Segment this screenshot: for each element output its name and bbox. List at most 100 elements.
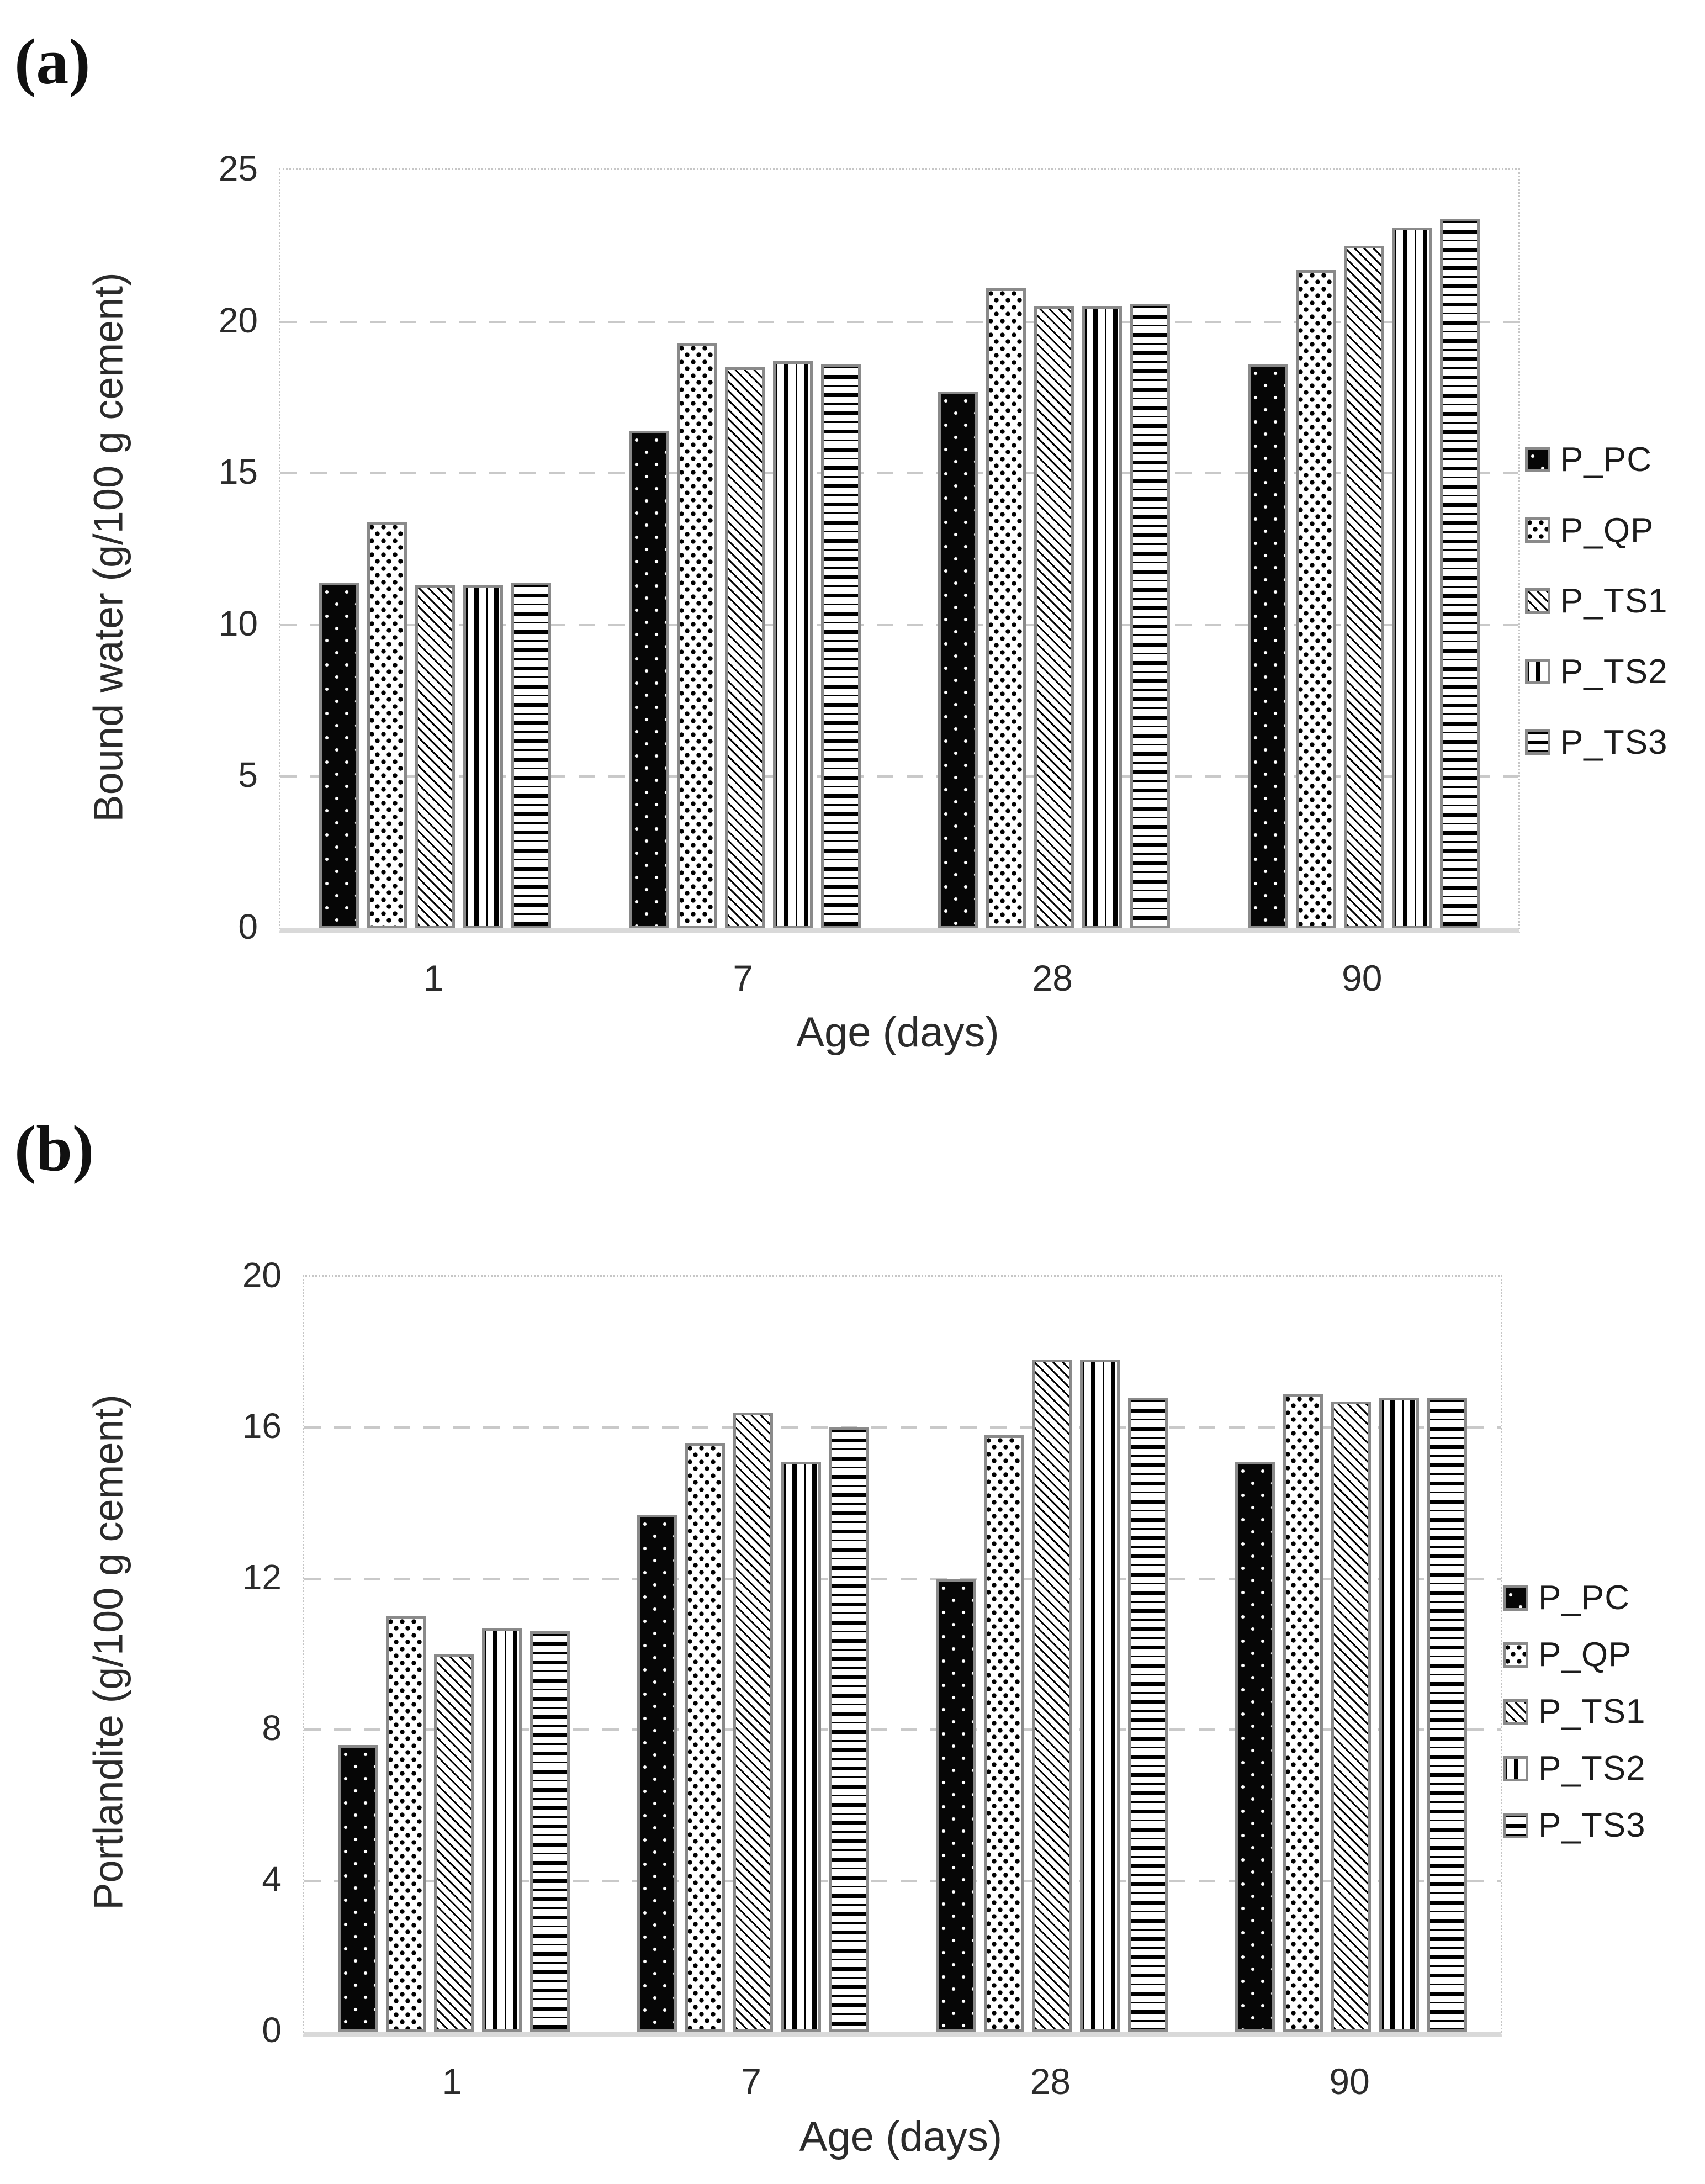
bar-P_PC-age-7 — [637, 1515, 677, 2032]
legend-item-P_QP: P_QP — [1503, 1626, 1646, 1683]
y-tick-label-16: 16 — [242, 1406, 282, 1446]
bar-group-age-7 — [637, 1413, 869, 2032]
bar-P_PC-age-90 — [1235, 1462, 1275, 2032]
gridline-y-20 — [280, 320, 1518, 323]
legend-label-P_TS1: P_TS1 — [1538, 1693, 1646, 1731]
y-tick-label-20: 20 — [242, 1255, 282, 1295]
x-tick-label-7: 7 — [741, 2061, 761, 2102]
legend-item-P_TS3: P_TS3 — [1525, 707, 1668, 778]
bar-P_QP-age-7 — [676, 343, 717, 928]
x-tick-label-28: 28 — [1030, 2061, 1071, 2102]
gridline-y-16 — [304, 1426, 1501, 1429]
panel-label-a: (a) — [14, 25, 91, 98]
legend-swatch-P_TS2 — [1503, 1755, 1528, 1781]
panel-label-b: (b) — [14, 1112, 94, 1184]
legend-swatch-P_TS3 — [1525, 729, 1550, 755]
bar-P_QP-age-1 — [385, 1616, 426, 2032]
bar-P_TS3-age-28 — [1130, 304, 1171, 928]
legend-swatch-P_TS1 — [1525, 588, 1550, 614]
legend-label-P_TS3: P_TS3 — [1560, 723, 1668, 762]
bar-P_TS1-age-7 — [724, 367, 765, 928]
legend-b: P_PC P_QP P_TS1 P_TS2 P_TS3 — [1503, 1569, 1646, 1854]
bar-P_QP-age-1 — [367, 522, 407, 928]
bar-group-age-90 — [1247, 219, 1480, 928]
bar-P_TS3-age-28 — [1128, 1398, 1168, 2032]
bar-P_TS2-age-7 — [772, 361, 813, 928]
bar-P_PC-age-90 — [1247, 364, 1288, 928]
legend-label-P_QP: P_QP — [1560, 511, 1654, 549]
bar-P_PC-age-1 — [337, 1745, 378, 2032]
bar-group-age-1 — [319, 522, 552, 928]
gridline-y-10 — [280, 623, 1518, 626]
bar-P_TS2-age-90 — [1379, 1398, 1420, 2032]
bar-P_TS1-age-7 — [733, 1413, 773, 2032]
legend-label-P_TS2: P_TS2 — [1560, 652, 1668, 691]
y-axis-title-portlandite: Portlandite (g/100 g cement) — [85, 1394, 131, 1910]
legend-label-P_PC: P_PC — [1538, 1579, 1630, 1617]
y-axis-title-bound-water: Bound water (g/100 g cement) — [85, 272, 131, 822]
bar-P_TS2-age-90 — [1391, 228, 1432, 928]
bar-group-age-28 — [938, 288, 1171, 928]
legend-item-P_PC: P_PC — [1503, 1569, 1646, 1626]
bar-P_PC-age-28 — [938, 392, 978, 928]
y-tick-label-8: 8 — [262, 1708, 282, 1748]
bar-P_PC-age-28 — [936, 1579, 976, 2032]
bar-P_TS3-age-1 — [529, 1631, 570, 2032]
bar-group-age-7 — [628, 343, 861, 928]
bar-P_TS1-age-90 — [1331, 1402, 1372, 2032]
y-tick-label-15: 15 — [218, 452, 258, 492]
legend-item-P_TS2: P_TS2 — [1503, 1740, 1646, 1797]
x-tick-label-90: 90 — [1329, 2061, 1370, 2102]
y-tick-label-0: 0 — [262, 2010, 282, 2050]
bar-P_TS2-age-1 — [481, 1628, 522, 2032]
legend-item-P_QP: P_QP — [1525, 495, 1668, 565]
legend-item-P_TS3: P_TS3 — [1503, 1797, 1646, 1854]
legend-item-P_TS2: P_TS2 — [1525, 636, 1668, 707]
legend-item-P_PC: P_PC — [1525, 424, 1668, 495]
bar-P_TS1-age-90 — [1343, 246, 1384, 928]
y-tick-label-25: 25 — [218, 149, 258, 188]
bar-P_TS1-age-28 — [1032, 1360, 1072, 2032]
legend-swatch-P_QP — [1503, 1642, 1528, 1668]
legend-label-P_PC: P_PC — [1560, 440, 1652, 479]
legend-swatch-P_TS3 — [1503, 1812, 1528, 1838]
y-tick-label-5: 5 — [238, 755, 258, 795]
legend-item-P_TS1: P_TS1 — [1525, 565, 1668, 636]
bar-P_QP-age-28 — [986, 288, 1026, 928]
bar-P_TS3-age-1 — [511, 583, 552, 928]
legend-item-P_TS1: P_TS1 — [1503, 1683, 1646, 1740]
bar-P_TS3-age-90 — [1439, 219, 1480, 928]
gridline-y-4 — [304, 1879, 1501, 1882]
legend-swatch-P_PC — [1525, 447, 1550, 472]
legend-swatch-P_QP — [1525, 517, 1550, 543]
bar-P_TS2-age-28 — [1082, 306, 1122, 928]
gridline-y-5 — [280, 775, 1518, 778]
legend-label-P_TS1: P_TS1 — [1560, 581, 1668, 620]
bar-P_TS3-age-7 — [829, 1427, 869, 2032]
x-tick-label-1: 1 — [442, 2061, 463, 2102]
plot-area-portlandite — [303, 1275, 1502, 2037]
bar-group-age-1 — [337, 1616, 570, 2032]
x-tick-label-90: 90 — [1342, 958, 1383, 998]
gridline-y-15 — [280, 472, 1518, 475]
y-tick-label-4: 4 — [262, 1859, 282, 1899]
bar-P_TS1-age-1 — [415, 585, 456, 928]
y-tick-label-10: 10 — [218, 603, 258, 643]
bar-group-age-90 — [1235, 1394, 1468, 2032]
bar-group-age-28 — [936, 1360, 1168, 2032]
bar-P_TS1-age-28 — [1034, 306, 1074, 928]
legend-swatch-P_TS1 — [1503, 1699, 1528, 1725]
bar-P_TS2-age-7 — [781, 1462, 821, 2032]
gridline-y-12 — [304, 1577, 1501, 1580]
legend-swatch-P_PC — [1503, 1585, 1528, 1611]
bar-P_QP-age-90 — [1295, 270, 1336, 928]
bar-P_QP-age-28 — [984, 1435, 1024, 2032]
legend-label-P_TS2: P_TS2 — [1538, 1749, 1646, 1788]
bar-P_TS2-age-28 — [1080, 1360, 1120, 2032]
bar-P_PC-age-7 — [628, 431, 669, 928]
y-tick-label-0: 0 — [238, 907, 258, 946]
bar-P_TS1-age-1 — [433, 1654, 474, 2032]
y-tick-label-12: 12 — [242, 1557, 282, 1597]
